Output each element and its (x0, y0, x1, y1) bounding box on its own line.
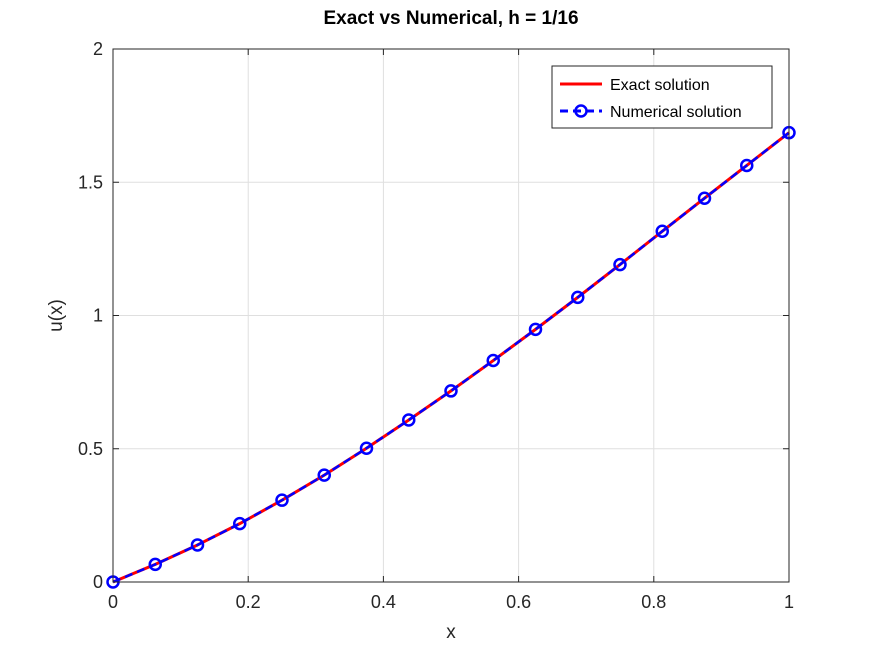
data-point-numerical (190, 538, 205, 552)
legend: Exact solution Numerical solution (551, 65, 773, 129)
data-point-numerical (444, 384, 458, 398)
legend-exact-label: Exact solution (610, 77, 710, 94)
data-point-numerical (317, 468, 331, 482)
y-axis-label: u(x) (46, 299, 67, 332)
y-tick-label: 1 (93, 306, 103, 326)
x-tick-label: 0.6 (506, 592, 531, 612)
x-tick-label: 0 (108, 592, 118, 612)
legend-numerical-label: Numerical solution (610, 104, 742, 121)
data-point-numerical (486, 353, 500, 368)
y-tick-label: 2 (93, 39, 103, 59)
data-point-numerical (697, 191, 712, 205)
legend-numerical-marker (574, 104, 588, 118)
legend-box (551, 65, 773, 129)
series-layer (106, 125, 796, 589)
y-tick-label: 1.5 (78, 172, 103, 192)
data-point-numerical (655, 224, 669, 239)
ticks: 0 0.2 0.4 0.6 0.8 1 0 0.5 1 1.5 2 (78, 39, 794, 612)
y-tick-label: 0 (93, 572, 103, 592)
data-point-numerical (613, 257, 627, 272)
data-point-numerical (233, 516, 247, 531)
y-tick-label: 0.5 (78, 439, 103, 459)
data-point-numerical (571, 290, 585, 305)
data-point-numerical (148, 557, 162, 572)
x-tick-label: 0.2 (236, 592, 261, 612)
data-point-numerical (359, 441, 374, 455)
x-axis-label: x (446, 622, 456, 643)
data-point-numerical (402, 413, 416, 427)
series-line-numerical-solution (112, 131, 790, 584)
x-tick-label: 1 (784, 592, 794, 612)
data-point-numerical (275, 493, 289, 507)
x-tick-label: 0.8 (641, 592, 666, 612)
chart-title: Exact vs Numerical, h = 1/16 (323, 8, 578, 29)
data-point-numerical (740, 158, 754, 173)
x-tick-label: 0.4 (371, 592, 396, 612)
data-point-numerical (528, 322, 543, 337)
